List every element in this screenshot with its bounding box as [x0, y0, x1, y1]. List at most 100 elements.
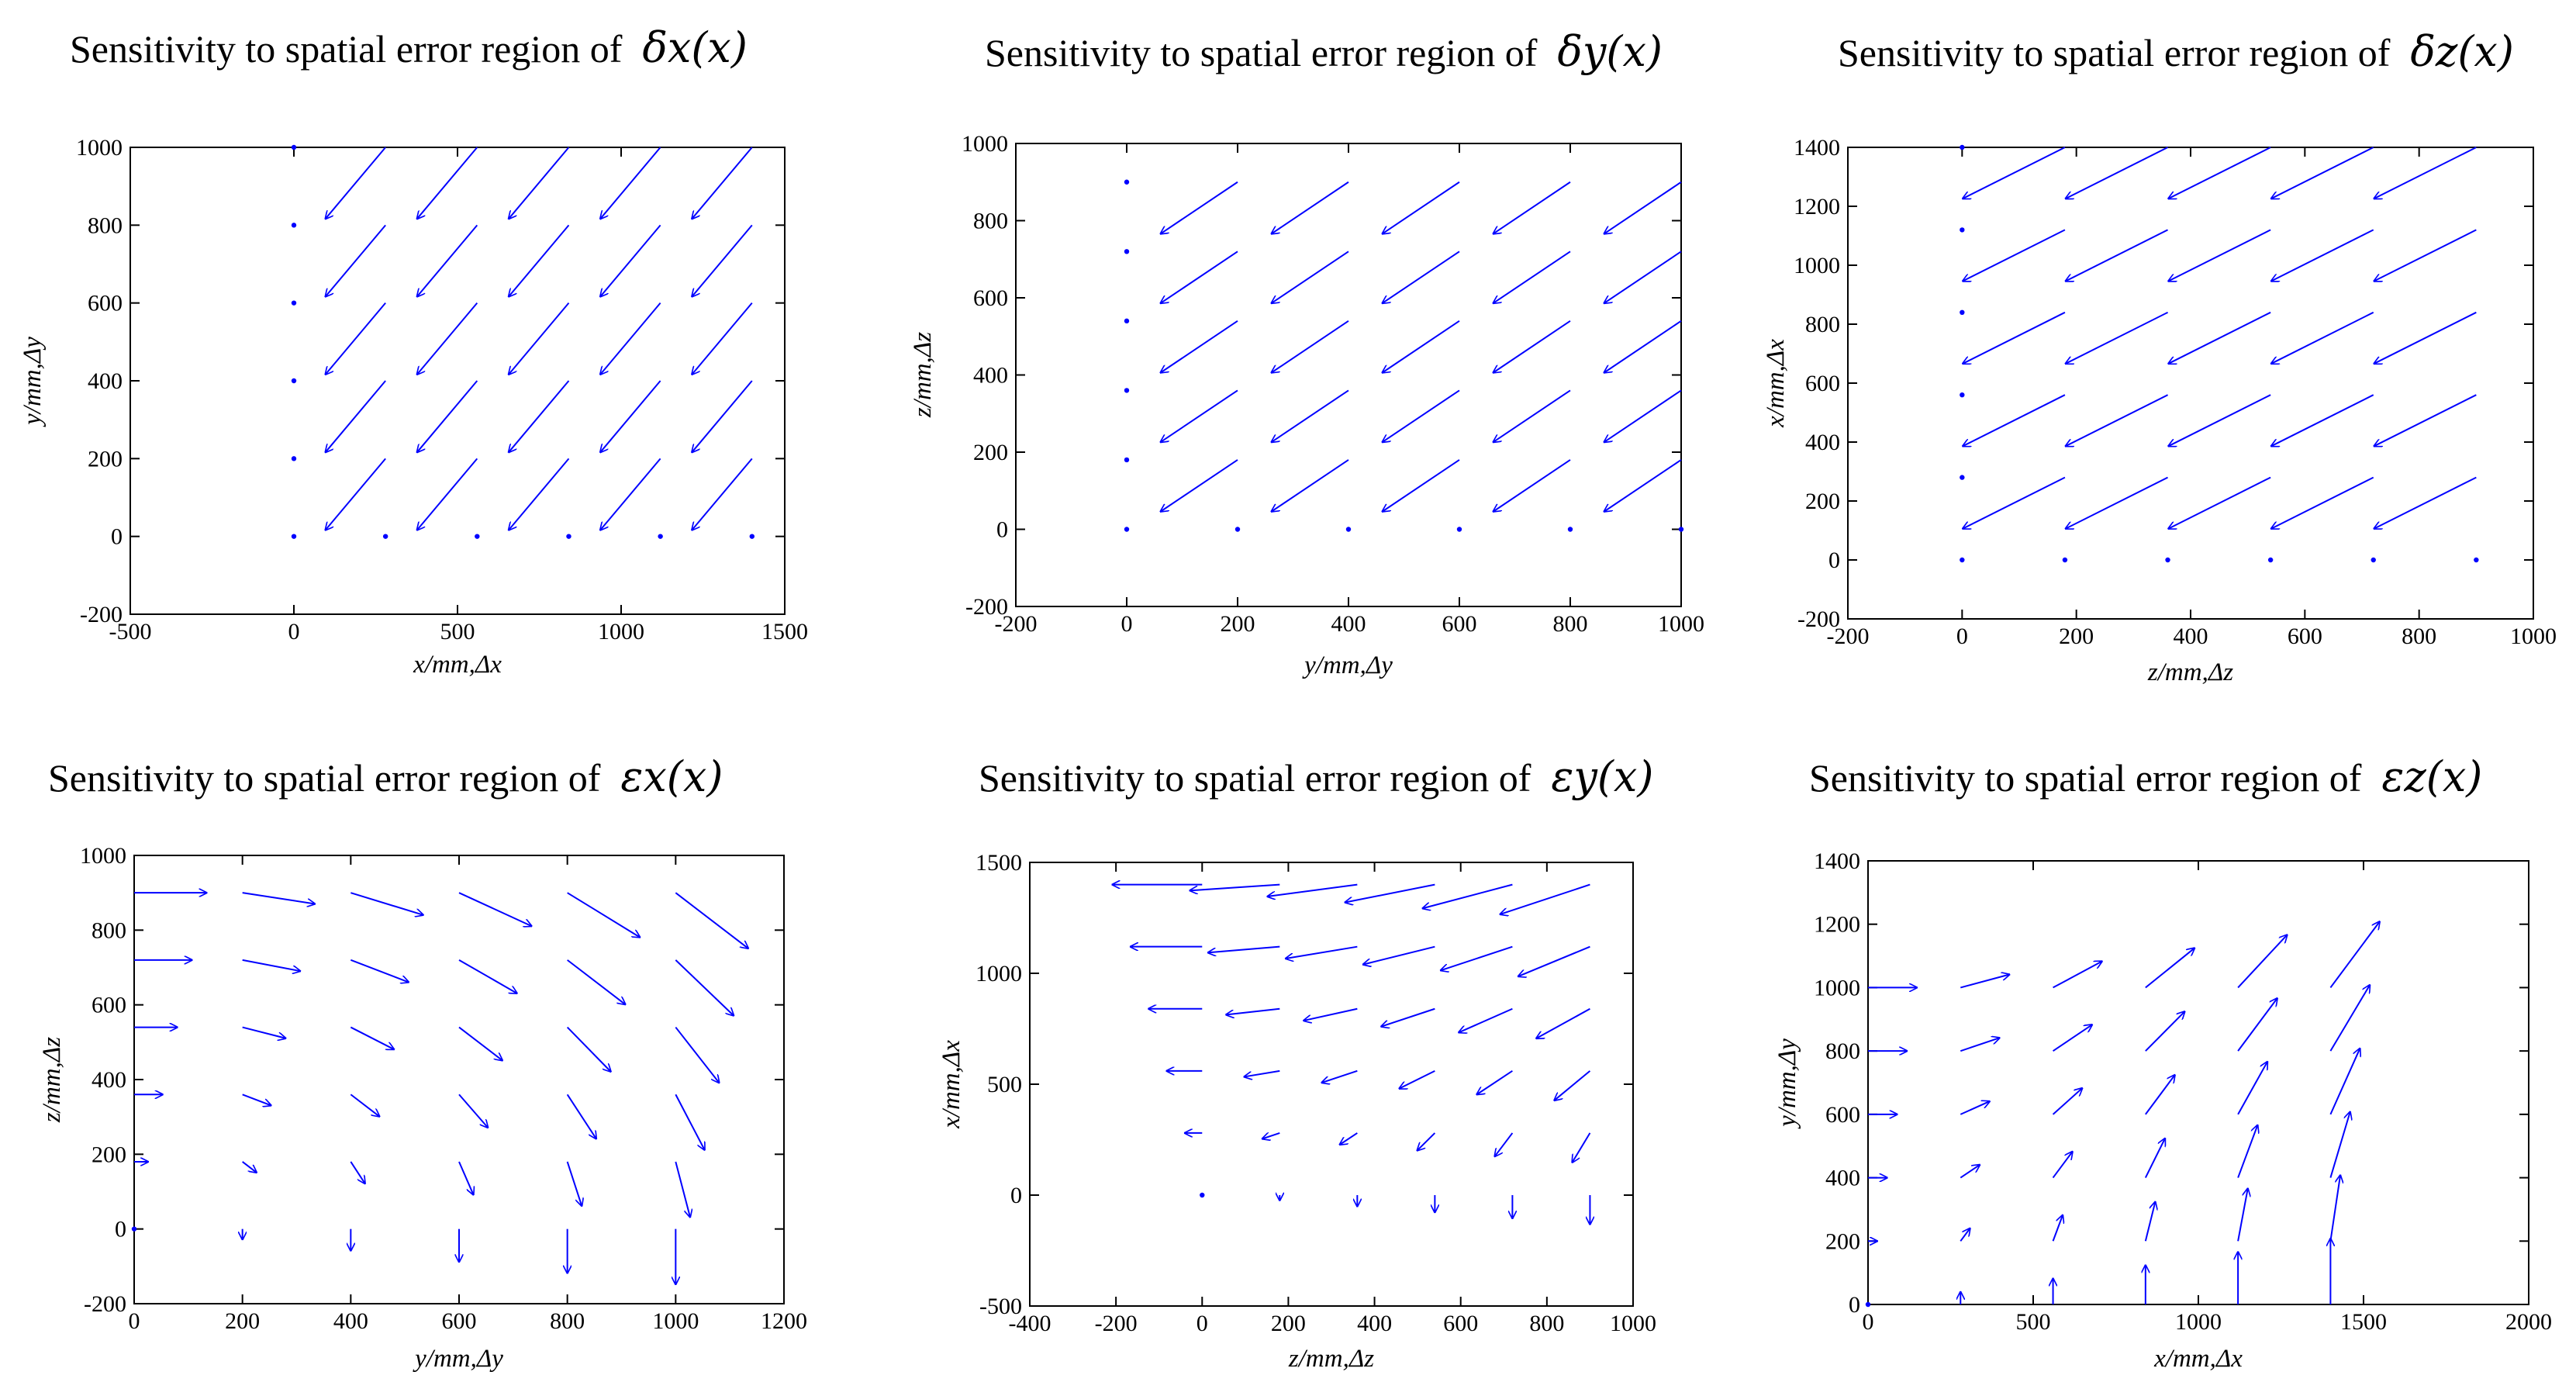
x-tick-label: 400: [1331, 611, 1366, 637]
y-tick-label: 1400: [1814, 848, 1860, 874]
tick-labels: -200 0 200 400 600 800 1000 -200 0 200 400 600 800 10…: [962, 131, 1704, 637]
vector-arrow: [1494, 1132, 1514, 1157]
y-axis-label: y/mm,Δy: [1773, 1038, 1801, 1129]
y-tick-label: 200: [1825, 1228, 1860, 1254]
vector-arrow: [1160, 459, 1238, 512]
x-tick-label: 500: [440, 619, 475, 644]
grid-point: [2165, 557, 2170, 563]
vector-arrow: [692, 380, 753, 453]
y-tick-label: -500: [979, 1294, 1022, 1319]
grid-point: [1200, 1192, 1205, 1198]
x-tick-label: -200: [995, 611, 1038, 637]
grid-point: [1124, 318, 1130, 324]
x-axis-label: z/mm,Δz: [1288, 1345, 1374, 1373]
tick-labels: -400 -200 0 200 400 600 800 1000 -500 0 500 1000 150…: [975, 850, 1656, 1336]
vector-arrow: [242, 1161, 257, 1173]
y-tick-label: 1000: [962, 131, 1008, 157]
vector-arrow: [1345, 883, 1435, 903]
vector-arrow: [567, 892, 641, 938]
vector-arrow: [2329, 921, 2380, 989]
grid-point: [1567, 527, 1573, 532]
vector-arrow: [1493, 251, 1571, 303]
vector-arrow: [1493, 459, 1571, 512]
plot-area: [1029, 862, 1634, 1307]
vector-arrow: [2270, 229, 2374, 282]
x-axis-label: y/mm,Δy: [413, 1345, 503, 1373]
vector-arrow: [1382, 389, 1460, 442]
y-tick-label: 0: [1010, 1183, 1022, 1208]
grid-point: [291, 534, 297, 539]
x-tick-label: 1200: [761, 1308, 807, 1334]
vector-arrow: [350, 959, 409, 983]
vector-arrow: [675, 1026, 720, 1083]
arrow-field: [1960, 144, 2479, 563]
vector-arrow: [2329, 1111, 2350, 1178]
vector-arrow: [2329, 1048, 2360, 1115]
vector-arrow: [1962, 394, 2066, 447]
y-tick-label: 1000: [975, 961, 1022, 986]
vector-arrow: [416, 380, 478, 453]
vector-arrow: [508, 302, 570, 375]
y-tick-label: 1200: [1814, 912, 1860, 938]
tick-labels: 0 500 1000 1500 2000 0 200 400 600 800 1000 1200 140…: [1814, 848, 2552, 1335]
y-tick-label: 200: [1805, 489, 1840, 514]
x-tick-label: 600: [1442, 611, 1477, 637]
vector-arrow: [325, 147, 386, 219]
grid-point: [1960, 557, 1965, 563]
vector-arrow: [1382, 251, 1460, 303]
vector-arrow: [1476, 1070, 1513, 1095]
plot-area: [1015, 143, 1682, 607]
tick-marks: [129, 147, 786, 615]
grid-point: [1960, 475, 1965, 480]
y-tick-label: 1200: [1794, 194, 1840, 219]
vector-arrow: [2237, 1188, 2248, 1242]
y-tick-label: 200: [973, 440, 1008, 465]
y-tick-label: -200: [965, 594, 1008, 620]
x-tick-label: 1000: [1658, 611, 1704, 637]
panel-delta-x: Sensitivity to spatial error region of δ…: [19, 23, 808, 679]
panel-title: Sensitivity to spatial error region of δ…: [70, 23, 748, 72]
vector-arrow: [2168, 476, 2271, 530]
vector-arrow: [458, 1094, 489, 1128]
vector-arrow: [2374, 394, 2477, 447]
vector-arrow: [1160, 320, 1238, 373]
grid-point: [1960, 227, 1965, 233]
x-tick-label: 1000: [652, 1308, 699, 1334]
y-tick-label: -200: [1797, 606, 1840, 632]
arrow-field: [291, 144, 754, 539]
tick-marks: [1029, 862, 1634, 1307]
y-tick-label: 400: [92, 1067, 126, 1093]
vector-arrow: [2168, 311, 2271, 365]
vector-arrow: [1160, 389, 1238, 442]
panel-epsilon-x: Sensitivity to spatial error region of ε…: [38, 752, 807, 1373]
arrow-field: [131, 892, 749, 1285]
vector-arrow: [2237, 1125, 2258, 1178]
vector-arrow: [1339, 1132, 1358, 1145]
x-tick-label: 600: [2288, 624, 2322, 649]
vector-arrow: [2053, 1024, 2093, 1052]
y-tick-label: 800: [1825, 1038, 1860, 1064]
vector-arrow: [2144, 1201, 2156, 1242]
vector-arrow: [325, 380, 386, 453]
vector-arrow: [2065, 147, 2168, 200]
x-tick-label: 1000: [598, 619, 644, 644]
x-tick-label: 1500: [761, 619, 808, 644]
vector-arrow: [2168, 394, 2271, 447]
x-tick-label: 0: [1121, 611, 1133, 637]
y-tick-label: 0: [111, 524, 123, 550]
y-tick-label: 600: [92, 993, 126, 1018]
x-tick-label: 400: [333, 1308, 368, 1334]
x-axis-label: x/mm,Δx: [413, 651, 502, 679]
vector-arrow: [416, 147, 478, 219]
y-tick-label: 1500: [975, 850, 1022, 876]
x-tick-label: -200: [1095, 1311, 1138, 1336]
grid-point: [658, 534, 663, 539]
vector-arrow: [1303, 1007, 1358, 1021]
vector-arrow: [2052, 1215, 2063, 1242]
vector-arrow: [1604, 459, 1682, 512]
vector-arrow: [600, 302, 661, 375]
vector-arrow: [416, 224, 478, 297]
vector-arrow: [1399, 1069, 1435, 1090]
vector-arrow: [2270, 147, 2374, 200]
